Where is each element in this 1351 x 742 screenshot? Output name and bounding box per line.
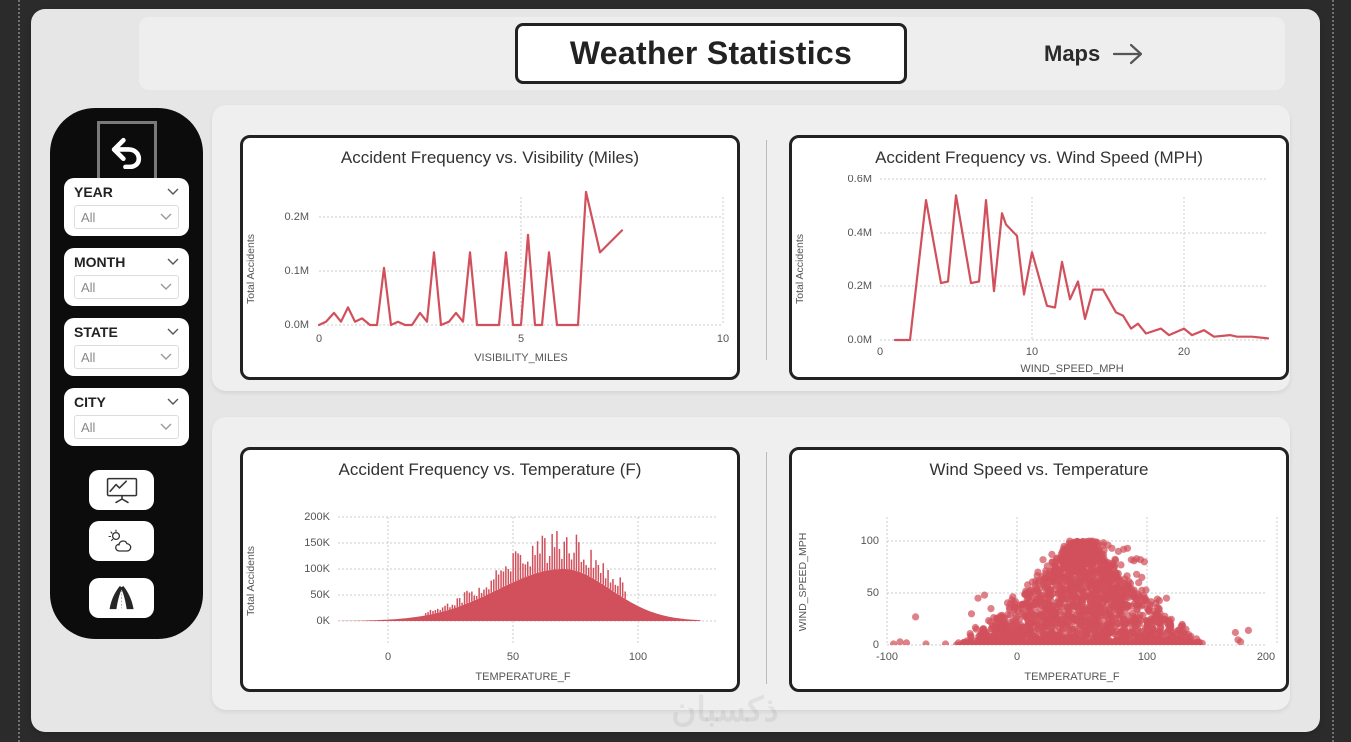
svg-text:0.0M: 0.0M xyxy=(848,334,872,346)
svg-text:200K: 200K xyxy=(304,511,330,523)
svg-text:100K: 100K xyxy=(304,563,330,575)
svg-text:100: 100 xyxy=(1138,651,1156,663)
svg-text:10: 10 xyxy=(717,333,729,345)
svg-text:TEMPERATURE_F: TEMPERATURE_F xyxy=(1024,671,1119,683)
svg-text:Total Accidents: Total Accidents xyxy=(794,234,806,304)
svg-text:0: 0 xyxy=(316,333,322,345)
svg-text:0: 0 xyxy=(385,651,391,663)
svg-text:100: 100 xyxy=(629,651,647,663)
svg-text:0K: 0K xyxy=(317,615,331,627)
svg-text:Total Accidents: Total Accidents xyxy=(245,546,257,616)
svg-text:150K: 150K xyxy=(304,537,330,549)
svg-text:0.2M: 0.2M xyxy=(285,211,309,223)
svg-text:5: 5 xyxy=(518,333,524,345)
svg-text:50: 50 xyxy=(507,651,519,663)
svg-text:0.1M: 0.1M xyxy=(285,265,309,277)
svg-text:TEMPERATURE_F: TEMPERATURE_F xyxy=(475,671,570,683)
svg-text:Total Accidents: Total Accidents xyxy=(245,234,257,304)
svg-text:WIND_SPEED_MPH: WIND_SPEED_MPH xyxy=(797,533,809,632)
svg-text:0.4M: 0.4M xyxy=(848,227,872,239)
svg-text:20: 20 xyxy=(1178,346,1190,358)
svg-text:0.6M: 0.6M xyxy=(848,175,872,185)
svg-text:0: 0 xyxy=(1014,651,1020,663)
svg-text:0: 0 xyxy=(877,346,883,358)
svg-text:50: 50 xyxy=(867,587,879,599)
svg-text:VISIBILITY_MILES: VISIBILITY_MILES xyxy=(474,352,568,364)
svg-text:0.0M: 0.0M xyxy=(285,319,309,331)
svg-text:10: 10 xyxy=(1026,346,1038,358)
svg-text:200: 200 xyxy=(1257,651,1275,663)
svg-text:50K: 50K xyxy=(310,589,330,601)
svg-text:100: 100 xyxy=(861,535,879,547)
svg-text:-100: -100 xyxy=(876,651,898,663)
svg-text:0: 0 xyxy=(873,639,879,651)
svg-text:0.2M: 0.2M xyxy=(848,280,872,292)
svg-text:WIND_SPEED_MPH: WIND_SPEED_MPH xyxy=(1020,363,1123,375)
